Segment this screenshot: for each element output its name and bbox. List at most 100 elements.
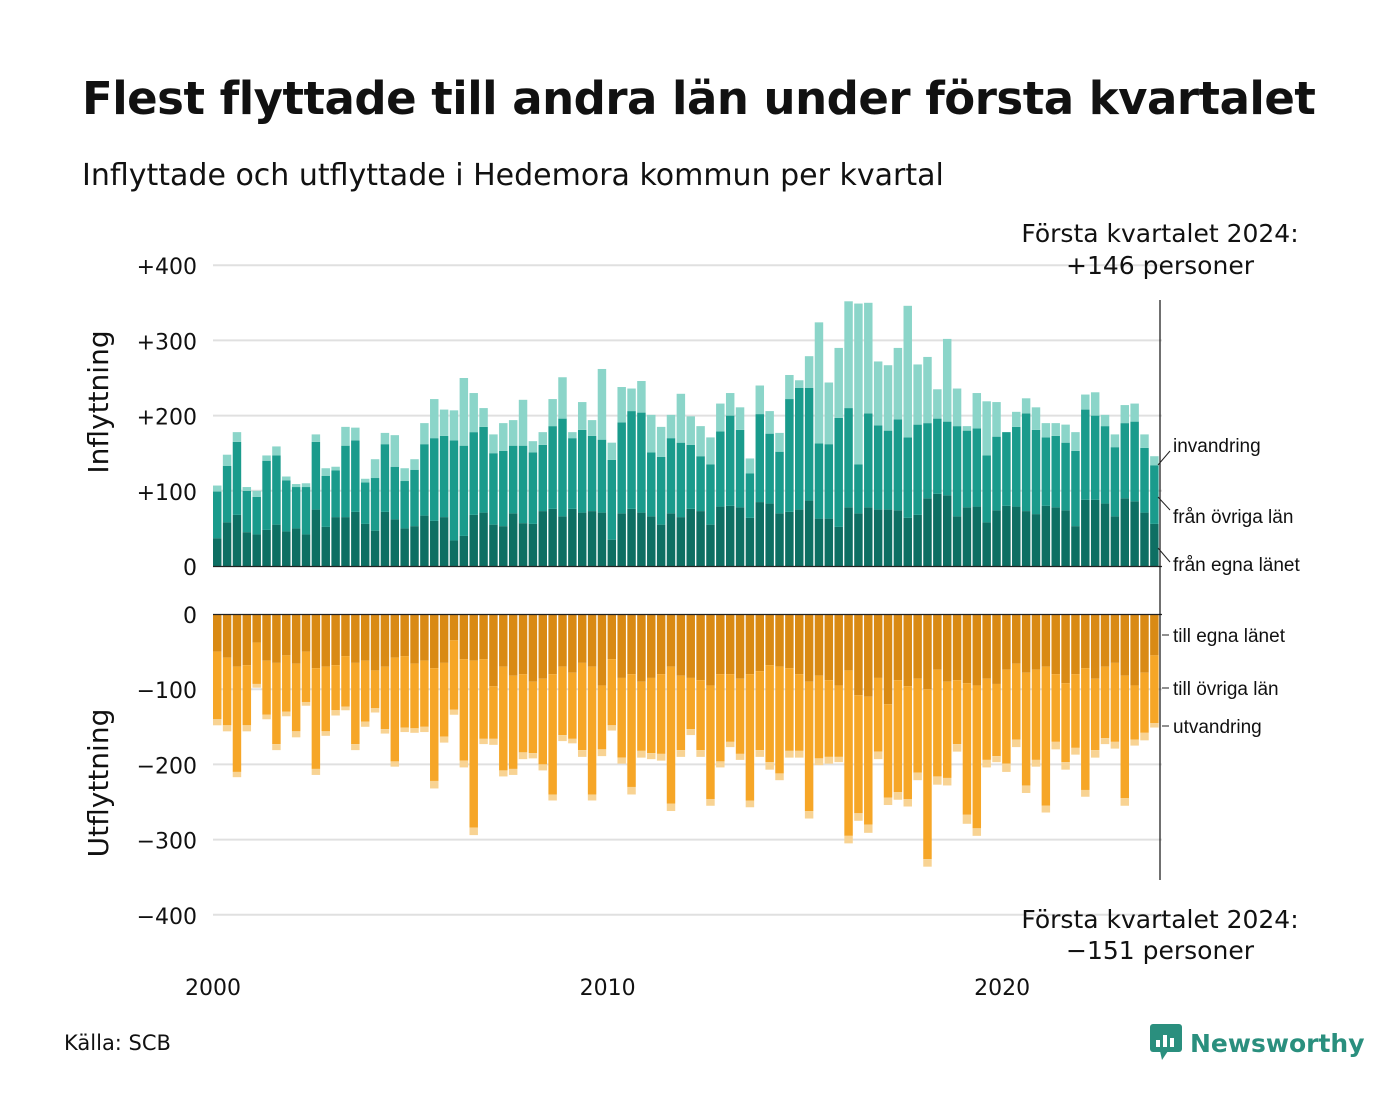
outflow-bar bbox=[301, 614, 311, 652]
outflow-bar bbox=[1051, 674, 1060, 742]
outflow-bar bbox=[213, 719, 222, 726]
inflow-bar bbox=[824, 382, 834, 445]
inflow-bar bbox=[360, 482, 370, 524]
inflow-tick-label: +100 bbox=[137, 481, 197, 506]
outflow-bar bbox=[577, 662, 587, 751]
inflow-tick-label: +400 bbox=[137, 255, 197, 280]
outflow-bar bbox=[607, 725, 617, 731]
outflow-bar bbox=[242, 665, 252, 726]
outflow-bar bbox=[222, 614, 232, 658]
outflow-bar bbox=[568, 614, 577, 673]
inflow-bar bbox=[637, 412, 646, 513]
inflow-bar bbox=[617, 422, 626, 514]
inflow-bar bbox=[479, 408, 488, 427]
outflow-bar bbox=[430, 780, 439, 789]
inflow-bar bbox=[410, 459, 419, 470]
outflow-bar bbox=[1090, 750, 1100, 758]
outflow-bar bbox=[508, 768, 518, 775]
inflow-bar bbox=[222, 465, 232, 523]
outflow-bar bbox=[390, 657, 400, 762]
inflow-bar bbox=[420, 515, 429, 566]
inflow-bar bbox=[706, 464, 715, 525]
inflow-bar bbox=[775, 432, 784, 452]
inflow-bar bbox=[647, 452, 656, 517]
inflow-axis-label: Inflyttning bbox=[82, 330, 115, 473]
outflow-bar bbox=[864, 824, 873, 833]
outflow-bar bbox=[528, 681, 538, 754]
inflow-bar bbox=[745, 458, 755, 474]
outflow-bar bbox=[844, 614, 853, 671]
inflow-bar bbox=[252, 534, 261, 566]
outflow-bar bbox=[765, 762, 774, 770]
inflow-bar bbox=[933, 418, 942, 494]
outflow-bar bbox=[449, 614, 459, 641]
outflow-bar bbox=[745, 674, 755, 801]
inflow-annotation-line1: Första kvartalet 2024: bbox=[1021, 219, 1298, 248]
series-label-till-egna-lanet: till egna länet bbox=[1173, 626, 1286, 647]
inflow-bar bbox=[1031, 514, 1041, 566]
inflow-bar bbox=[903, 517, 912, 566]
series-label-fran-egna-lanet: från egna länet bbox=[1173, 555, 1300, 576]
outflow-bar bbox=[1110, 662, 1120, 742]
inflow-bar bbox=[893, 347, 903, 420]
outflow-bar bbox=[558, 614, 567, 667]
inflow-bar bbox=[824, 444, 834, 519]
inflow-bar bbox=[469, 432, 478, 515]
inflow-bar bbox=[607, 539, 617, 566]
inflow-bar bbox=[222, 522, 232, 566]
inflow-bar bbox=[745, 517, 755, 566]
inflow-bar bbox=[380, 432, 390, 445]
outflow-bar bbox=[459, 659, 469, 761]
inflow-bar bbox=[775, 513, 784, 566]
inflow-bar bbox=[469, 393, 478, 433]
outflow-bar bbox=[1081, 789, 1090, 797]
outflow-bar bbox=[459, 760, 469, 768]
outflow-bar bbox=[1041, 614, 1051, 667]
outflow-bar bbox=[252, 642, 261, 684]
inflow-bar bbox=[992, 436, 1001, 511]
inflow-bar bbox=[420, 444, 429, 516]
outflow-bar bbox=[647, 753, 656, 760]
outflow-bar bbox=[903, 686, 912, 799]
inflow-bar bbox=[242, 487, 252, 491]
inflow-bar bbox=[370, 478, 380, 531]
outflow-bar bbox=[627, 614, 636, 675]
outflow-bar bbox=[439, 736, 449, 743]
outflow-bar bbox=[923, 614, 932, 690]
outflow-bar bbox=[1071, 747, 1080, 755]
inflow-bar bbox=[587, 435, 597, 512]
inflow-bar bbox=[873, 361, 883, 426]
outflow-bar bbox=[982, 614, 991, 679]
outflow-bar bbox=[824, 756, 834, 764]
outflow-bar bbox=[1120, 675, 1129, 799]
inflow-bar bbox=[400, 528, 409, 566]
inflow-bar bbox=[1100, 503, 1110, 566]
newsworthy-logo[interactable]: Newsworthy bbox=[1150, 1024, 1365, 1062]
outflow-bar bbox=[291, 614, 301, 664]
outflow-bar bbox=[341, 706, 350, 711]
inflow-bar bbox=[360, 523, 370, 566]
inflow-bar bbox=[795, 380, 804, 388]
outflow-bar bbox=[420, 614, 429, 661]
inflow-bar bbox=[439, 409, 449, 436]
inflow-bar bbox=[459, 445, 469, 536]
inflow-bar bbox=[370, 459, 380, 479]
outflow-bar bbox=[232, 771, 242, 778]
inflow-bar bbox=[597, 439, 607, 513]
inflow-bar bbox=[380, 444, 390, 512]
inflow-bar bbox=[795, 509, 804, 566]
outflow-bar bbox=[775, 773, 784, 781]
inflow-bar bbox=[1031, 429, 1041, 515]
inflow-bar bbox=[518, 523, 528, 566]
outflow-bar bbox=[420, 726, 429, 733]
inflow-bar bbox=[864, 302, 873, 414]
inflow-bar bbox=[420, 423, 429, 445]
inflow-bar bbox=[804, 387, 814, 501]
outflow-bar bbox=[538, 678, 547, 765]
outflow-bar bbox=[242, 614, 252, 666]
inflow-bar bbox=[735, 429, 745, 508]
inflow-bar bbox=[252, 490, 261, 497]
newsworthy-icon bbox=[1150, 1024, 1182, 1060]
outflow-bar bbox=[676, 614, 686, 676]
inflow-bar bbox=[1051, 423, 1060, 436]
